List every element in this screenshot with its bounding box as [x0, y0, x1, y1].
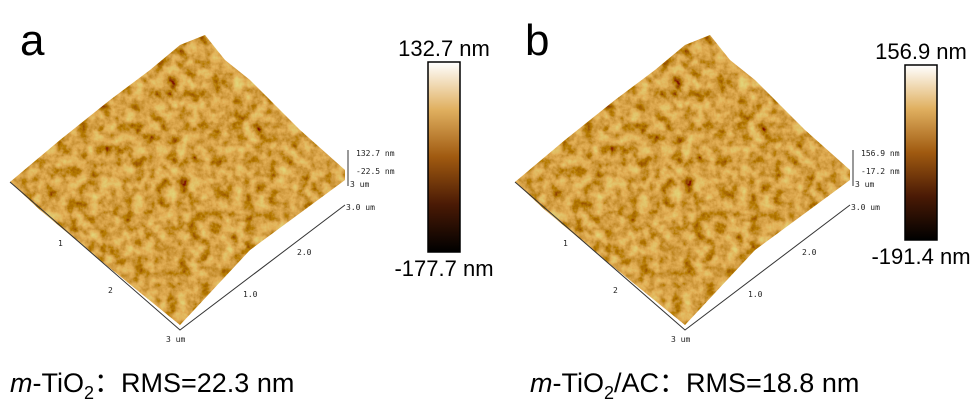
z-label: -17.2 nm [861, 167, 900, 176]
caption-main: -TiO [553, 368, 604, 398]
surface [0, 30, 350, 330]
axis-label: 1.0 [748, 290, 763, 299]
caption-rest: /AC：RMS=18.8 nm [614, 368, 859, 398]
axis-label: 3 um [166, 335, 185, 344]
z-label: 3 um [855, 180, 874, 189]
surface-shade [505, 30, 855, 330]
scale-min: -191.4 nm [871, 244, 970, 269]
panel-label: b [525, 16, 549, 65]
z-label: -22.5 nm [356, 167, 395, 176]
caption-main: -TiO [33, 368, 84, 398]
caption-sub: 2 [604, 383, 614, 403]
axis-label: 3.0 um [851, 203, 880, 212]
caption-sub: 2 [84, 383, 94, 403]
axis-label: 2 [613, 286, 618, 295]
z-label: 3 um [350, 180, 369, 189]
scale-max: 156.9 nm [875, 39, 967, 64]
axis-label: 3 um [671, 335, 690, 344]
axis-label: 1 [58, 239, 63, 248]
axis-label: 2.0 [802, 248, 817, 257]
axis-label: 3.0 um [346, 203, 375, 212]
scale-min: -177.7 nm [394, 256, 493, 281]
caption-italic: m [530, 368, 553, 398]
axis-label: 2 [108, 286, 113, 295]
axis-label: 2.0 [297, 248, 312, 257]
scale-max: 132.7 nm [398, 36, 490, 61]
colorbar [905, 65, 937, 240]
surface-shade [0, 30, 350, 330]
panel: b 156.9 nm -17.2 nm 3 um 3.0 um 2.0 1.0 1 2 3 um 1… [505, 16, 971, 403]
z-label: 156.9 nm [861, 149, 900, 158]
z-label: 132.7 nm [356, 149, 395, 158]
caption-rest: ：RMS=22.3 nm [94, 368, 294, 398]
panel-label: a [20, 16, 45, 65]
caption: m-TiO2/AC：RMS=18.8 nm [530, 368, 859, 403]
axis-label: 1.0 [243, 290, 258, 299]
axis-label: 1 [563, 239, 568, 248]
caption: m-TiO2：RMS=22.3 nm [10, 368, 294, 403]
colorbar [428, 62, 460, 252]
figure: a 132.7 nm -22.5 nm 3 um 3.0 um 2.0 1.0 1 2 3 um 1… [0, 0, 979, 408]
caption-italic: m [10, 368, 33, 398]
panel: a 132.7 nm -22.5 nm 3 um 3.0 um 2.0 1.0 1 2 3 um 1… [0, 16, 494, 403]
surface [505, 30, 855, 330]
